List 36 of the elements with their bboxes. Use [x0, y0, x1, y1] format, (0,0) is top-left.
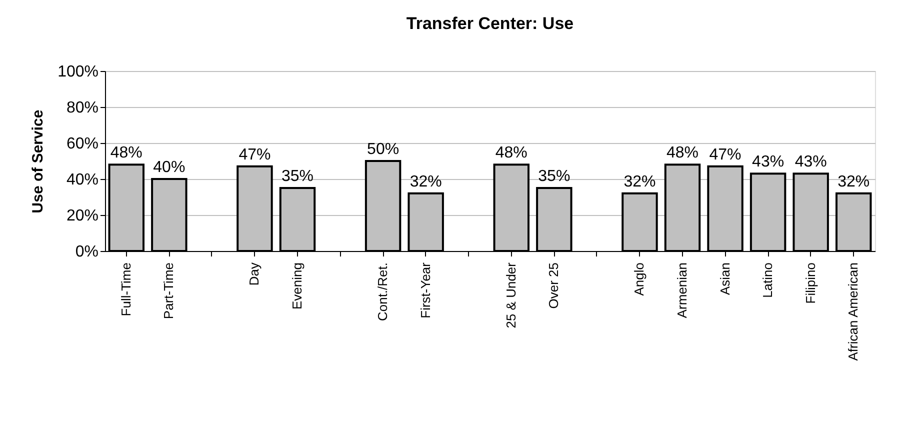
x-tick-label: Filipino — [802, 262, 818, 304]
data-label: 47% — [238, 146, 271, 164]
data-label: 35% — [538, 168, 570, 185]
data-label: 50% — [367, 141, 400, 158]
data-label: 48% — [666, 144, 699, 162]
x-tick-label: African American — [846, 262, 861, 361]
x-tick-label: First-Year — [418, 262, 433, 318]
x-tick-label: Armenian — [674, 262, 690, 318]
y-tick-label: 40% — [66, 172, 98, 188]
x-tick-label: 25 & Under — [503, 262, 518, 328]
x-tick-label: Cont./Ret. — [375, 262, 390, 322]
x-tick-label: Part-Time — [161, 262, 176, 320]
data-label: 35% — [281, 168, 314, 185]
x-tick-label: Evening — [290, 262, 304, 310]
data-label: 32% — [838, 173, 870, 190]
y-tick-label: 0% — [75, 244, 98, 260]
x-tick-label: Day — [246, 262, 262, 286]
data-label: 48% — [495, 144, 528, 162]
x-tick-label: Latino — [760, 262, 776, 298]
x-tick-label: Full-Time — [118, 262, 134, 316]
y-axis-title: Use of Service — [30, 110, 47, 214]
y-tick-label: 100% — [58, 64, 98, 80]
data-label: 32% — [624, 173, 656, 190]
data-label: 48% — [110, 144, 142, 162]
y-tick-label: 80% — [66, 100, 98, 116]
y-tick-label: 60% — [66, 136, 98, 152]
data-label: 43% — [752, 154, 784, 171]
data-label: 40% — [153, 159, 186, 176]
data-label: 32% — [410, 173, 442, 190]
chart-title: Transfer Center: Use — [406, 14, 574, 33]
x-tick-label: Asian — [717, 262, 732, 296]
data-label: 47% — [709, 146, 742, 164]
x-tick-label: Over 25 — [546, 262, 562, 309]
y-tick-label: 20% — [66, 208, 98, 224]
x-tick-label: Anglo — [632, 262, 647, 296]
data-label: 43% — [794, 154, 827, 171]
